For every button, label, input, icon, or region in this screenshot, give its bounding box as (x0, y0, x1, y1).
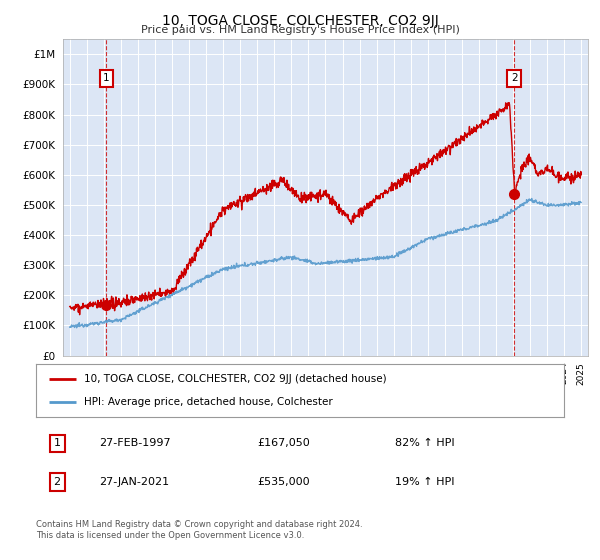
Text: £535,000: £535,000 (258, 477, 310, 487)
Text: 1: 1 (53, 438, 61, 449)
Text: 2: 2 (511, 73, 518, 83)
Text: HPI: Average price, detached house, Colchester: HPI: Average price, detached house, Colc… (83, 397, 332, 407)
Text: 27-JAN-2021: 27-JAN-2021 (100, 477, 169, 487)
Text: 10, TOGA CLOSE, COLCHESTER, CO2 9JJ (detached house): 10, TOGA CLOSE, COLCHESTER, CO2 9JJ (det… (83, 374, 386, 384)
Text: Price paid vs. HM Land Registry's House Price Index (HPI): Price paid vs. HM Land Registry's House … (140, 25, 460, 35)
Text: 82% ↑ HPI: 82% ↑ HPI (395, 438, 455, 449)
Text: 19% ↑ HPI: 19% ↑ HPI (395, 477, 455, 487)
Text: 2: 2 (53, 477, 61, 487)
Text: 1: 1 (103, 73, 110, 83)
Text: Contains HM Land Registry data © Crown copyright and database right 2024.
This d: Contains HM Land Registry data © Crown c… (36, 520, 362, 540)
Text: 27-FEB-1997: 27-FEB-1997 (100, 438, 171, 449)
Text: £167,050: £167,050 (258, 438, 311, 449)
Text: 10, TOGA CLOSE, COLCHESTER, CO2 9JJ: 10, TOGA CLOSE, COLCHESTER, CO2 9JJ (161, 14, 439, 28)
